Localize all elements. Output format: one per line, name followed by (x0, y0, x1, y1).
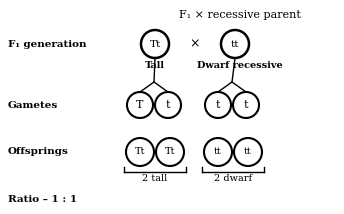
Text: t: t (166, 100, 170, 110)
Text: Offsprings: Offsprings (8, 147, 69, 156)
Text: Ratio – 1 : 1: Ratio – 1 : 1 (8, 195, 77, 204)
Text: Tt: Tt (165, 147, 175, 156)
Text: t: t (216, 100, 220, 110)
Text: Dwarf recessive: Dwarf recessive (197, 61, 283, 70)
Text: tt: tt (244, 147, 252, 156)
Text: 2 dwarf: 2 dwarf (214, 174, 252, 183)
Text: Tt: Tt (135, 147, 145, 156)
Text: tt: tt (231, 40, 239, 49)
Text: F₁ × recessive parent: F₁ × recessive parent (179, 10, 301, 20)
Text: 2 tall: 2 tall (142, 174, 168, 183)
Text: Tt: Tt (149, 40, 161, 49)
Text: ×: × (190, 37, 200, 51)
Text: Gametes: Gametes (8, 101, 58, 110)
Text: F₁ generation: F₁ generation (8, 40, 86, 49)
Text: tt: tt (214, 147, 222, 156)
Text: Tall: Tall (145, 61, 165, 70)
Text: T: T (136, 100, 144, 110)
Text: t: t (244, 100, 248, 110)
